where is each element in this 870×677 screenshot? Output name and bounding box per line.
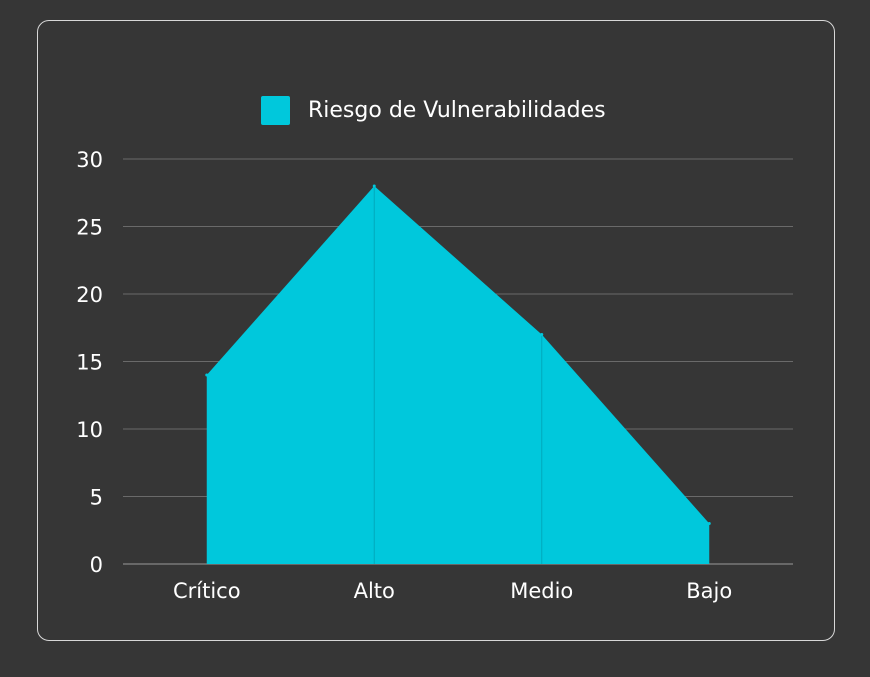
legend: Riesgo de Vulnerabilidades <box>261 96 606 125</box>
x-tick-label: Bajo <box>686 579 732 603</box>
series-area <box>205 184 711 564</box>
y-tick-label: 25 <box>76 216 103 240</box>
y-tick-label: 5 <box>90 486 103 510</box>
y-axis-ticks: 0 5 10 15 20 25 30 <box>76 148 103 577</box>
x-tick-label: Alto <box>354 579 395 603</box>
y-tick-label: 0 <box>90 553 103 577</box>
series-area-fill <box>206 186 710 564</box>
y-tick-label: 30 <box>76 148 103 172</box>
legend-swatch <box>261 96 290 125</box>
data-point <box>205 373 209 377</box>
legend-label: Riesgo de Vulnerabilidades <box>308 98 606 123</box>
y-tick-label: 15 <box>76 351 103 375</box>
data-point <box>372 184 376 188</box>
x-tick-label: Medio <box>510 579 573 603</box>
data-point <box>707 522 711 525</box>
x-axis-ticks: Crítico Alto Medio Bajo <box>173 579 732 603</box>
y-tick-label: 10 <box>76 418 103 442</box>
x-tick-label: Crítico <box>173 579 241 603</box>
data-point <box>540 333 544 336</box>
y-tick-label: 20 <box>76 283 103 307</box>
